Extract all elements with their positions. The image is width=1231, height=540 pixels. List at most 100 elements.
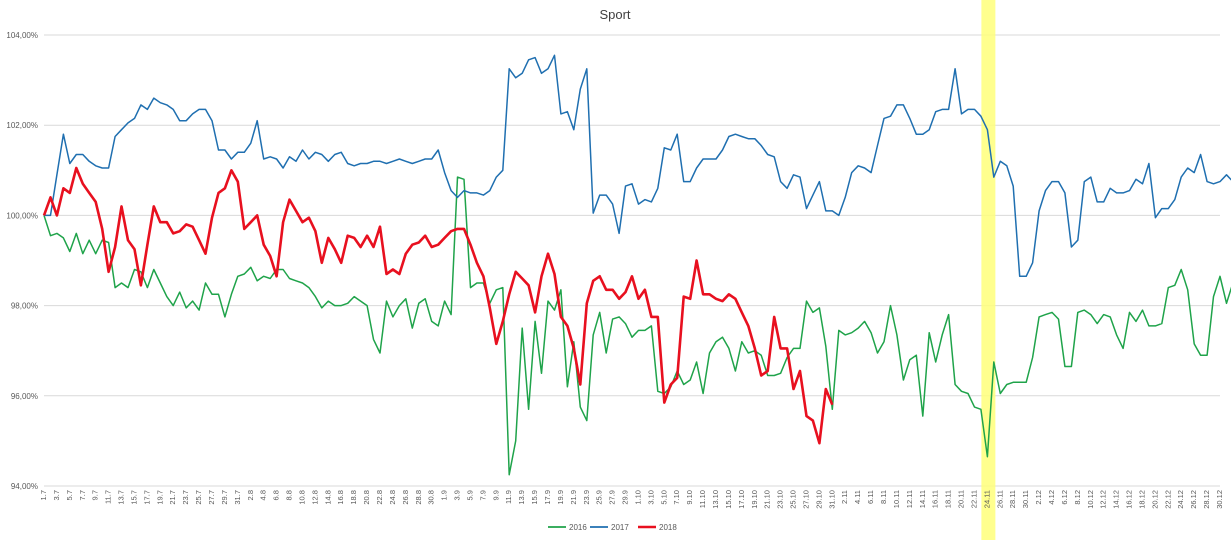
x-tick-label: 16.8 bbox=[336, 490, 345, 505]
gridlines bbox=[44, 34, 1220, 487]
x-tick-label: 29.10 bbox=[814, 490, 823, 509]
series-lines bbox=[42, 54, 1231, 476]
x-tick-label: 28.11 bbox=[1008, 490, 1017, 508]
x-tick-label: 15.10 bbox=[724, 490, 733, 509]
x-tick-label: 24.8 bbox=[388, 490, 397, 505]
series-line-2016 bbox=[43, 176, 1231, 476]
x-tick-label: 12.11 bbox=[905, 490, 914, 508]
x-tick-label: 9.7 bbox=[91, 490, 100, 500]
x-tick-label: 1.10 bbox=[633, 490, 642, 505]
x-tick-label: 25.7 bbox=[194, 490, 203, 505]
x-tick-label: 15.9 bbox=[530, 490, 539, 505]
legend: 2016 2017 2018 bbox=[548, 523, 677, 532]
y-tick-label: 98,00% bbox=[11, 302, 38, 311]
x-tick-label: 4.8 bbox=[259, 490, 268, 500]
x-tick-label: 19.10 bbox=[750, 490, 759, 509]
y-axis: 94,00% 96,00% 98,00% 100,00% 102,00% 104,00% bbox=[6, 31, 38, 491]
x-tick-label: 19.7 bbox=[155, 490, 164, 505]
x-tick-label: 3.7 bbox=[52, 490, 61, 500]
x-tick-label: 21.10 bbox=[763, 490, 772, 509]
series-line-2018 bbox=[42, 166, 834, 445]
highlight-band-rect bbox=[981, 0, 996, 540]
x-tick-label: 28.8 bbox=[414, 490, 423, 505]
x-tick-label: 25.9 bbox=[595, 490, 604, 505]
x-tick-label: 20.12 bbox=[1150, 490, 1159, 509]
legend-label-2018: 2018 bbox=[659, 523, 677, 532]
x-axis: 1.7 3.7 5.7 7.7 9.7 11.7 13.7 15.7 17.7 19.7 21.7 2… bbox=[39, 490, 1224, 509]
x-tick-label: 7.10 bbox=[672, 490, 681, 505]
chart-title: Sport bbox=[599, 7, 630, 22]
x-tick-label: 16.11 bbox=[931, 490, 940, 508]
x-tick-label: 11.7 bbox=[104, 490, 113, 504]
x-tick-label: 7.9 bbox=[478, 490, 487, 500]
x-tick-label: 9.9 bbox=[491, 490, 500, 500]
x-tick-label: 23.7 bbox=[181, 490, 190, 505]
y-tick-label: 104,00% bbox=[6, 31, 38, 40]
legend-label-2016: 2016 bbox=[569, 523, 587, 532]
x-tick-label: 27.10 bbox=[801, 490, 810, 509]
x-tick-label: 17.10 bbox=[737, 490, 746, 509]
x-tick-label: 21.7 bbox=[168, 490, 177, 505]
x-tick-label: 14.11 bbox=[918, 490, 927, 508]
x-tick-label: 10.11 bbox=[892, 490, 901, 508]
x-tick-label: 1.9 bbox=[440, 490, 449, 500]
x-tick-label: 27.7 bbox=[207, 490, 216, 505]
x-tick-label: 26.12 bbox=[1189, 490, 1198, 509]
x-tick-label: 21.9 bbox=[569, 490, 578, 505]
x-tick-label: 17.9 bbox=[543, 490, 552, 505]
x-tick-label: 18.11 bbox=[944, 490, 953, 508]
x-tick-label: 20.11 bbox=[957, 490, 966, 508]
x-tick-label: 7.7 bbox=[78, 490, 87, 500]
x-tick-label: 2.12 bbox=[1034, 490, 1043, 505]
x-tick-label: 13.7 bbox=[117, 490, 126, 505]
x-tick-label: 8.8 bbox=[285, 490, 294, 500]
x-tick-label: 4.11 bbox=[853, 490, 862, 504]
x-tick-label: 25.10 bbox=[789, 490, 798, 509]
x-tick-label: 31.7 bbox=[233, 490, 242, 505]
x-tick-label: 5.9 bbox=[465, 490, 474, 500]
y-tick-label: 94,00% bbox=[11, 482, 38, 491]
legend-label-2017: 2017 bbox=[611, 523, 629, 532]
x-tick-label: 31.10 bbox=[827, 490, 836, 509]
x-tick-label: 13.10 bbox=[711, 490, 720, 509]
highlight-band bbox=[981, 0, 996, 540]
x-tick-label: 20.8 bbox=[362, 490, 371, 505]
x-tick-label: 12.12 bbox=[1099, 490, 1108, 509]
x-tick-label: 22.8 bbox=[375, 490, 384, 505]
x-tick-label: 10.12 bbox=[1086, 490, 1095, 509]
x-tick-label: 30.12 bbox=[1215, 490, 1224, 509]
x-tick-label: 14.8 bbox=[323, 490, 332, 505]
x-tick-label: 22.12 bbox=[1163, 490, 1172, 509]
x-tick-label: 22.11 bbox=[969, 490, 978, 508]
x-tick-label: 11.10 bbox=[698, 490, 707, 508]
x-tick-label: 29.9 bbox=[621, 490, 630, 505]
x-tick-label: 24.12 bbox=[1176, 490, 1185, 509]
x-tick-label: 12.8 bbox=[310, 490, 319, 505]
x-tick-label: 2.11 bbox=[840, 490, 849, 504]
x-tick-label: 19.9 bbox=[556, 490, 565, 505]
x-tick-label: 8.11 bbox=[879, 490, 888, 504]
x-tick-label: 30.11 bbox=[1021, 490, 1030, 508]
x-tick-label: 5.10 bbox=[659, 490, 668, 505]
x-tick-label: 27.9 bbox=[608, 490, 617, 505]
x-tick-label: 3.10 bbox=[646, 490, 655, 505]
x-tick-label: 18.8 bbox=[349, 490, 358, 505]
x-tick-label: 10.8 bbox=[297, 490, 306, 505]
x-tick-label: 5.7 bbox=[65, 490, 74, 500]
x-tick-label: 18.12 bbox=[1137, 490, 1146, 509]
x-tick-label: 15.7 bbox=[129, 490, 138, 505]
x-tick-label: 8.12 bbox=[1073, 490, 1082, 505]
x-tick-label: 24.11 bbox=[982, 490, 991, 508]
x-tick-label: 11.9 bbox=[504, 490, 513, 504]
series-line-2017 bbox=[44, 54, 1231, 278]
x-tick-label: 17.7 bbox=[142, 490, 151, 505]
y-tick-label: 100,00% bbox=[6, 211, 38, 220]
x-tick-label: 30.8 bbox=[427, 490, 436, 505]
x-tick-label: 6.8 bbox=[272, 490, 281, 500]
x-tick-label: 13.9 bbox=[517, 490, 526, 505]
x-tick-label: 16.12 bbox=[1125, 490, 1134, 509]
x-tick-label: 6.12 bbox=[1060, 490, 1069, 505]
x-tick-label: 23.9 bbox=[582, 490, 591, 505]
x-tick-label: 23.10 bbox=[776, 490, 785, 509]
